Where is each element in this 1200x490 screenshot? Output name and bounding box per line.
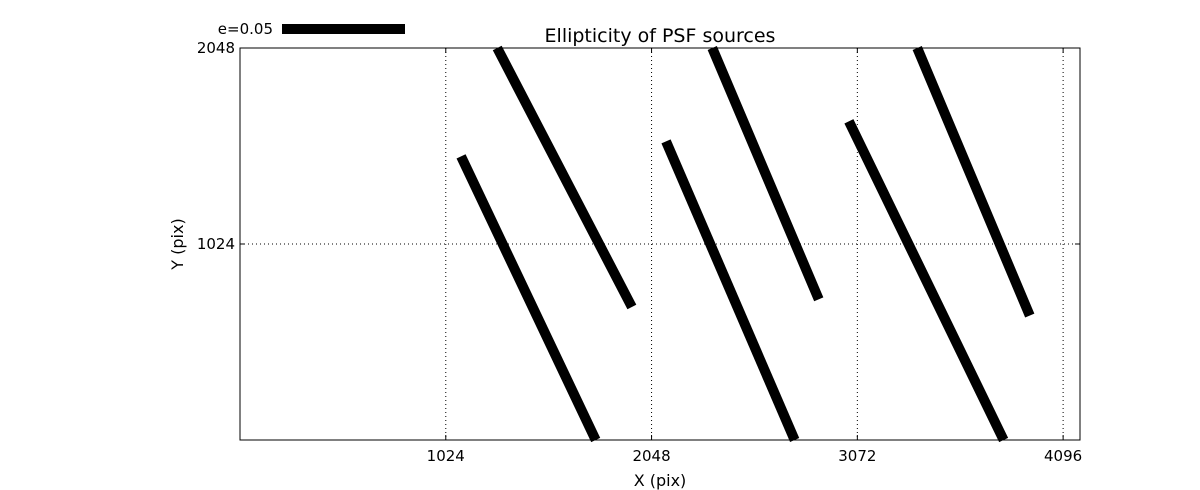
ellipticity-segment [492, 45, 637, 310]
x-axis-label: X (pix) [634, 471, 687, 490]
ellipticity-segment [912, 46, 1035, 318]
axis-ticks: 1024 2048 3072 4096 1024 2048 [197, 39, 1082, 465]
ellipticity-segment [661, 139, 800, 442]
ellipticity-segments [456, 45, 1035, 443]
y-tick-label: 2048 [197, 39, 235, 57]
x-tick-label: 1024 [427, 447, 465, 465]
x-tick-label: 3072 [838, 447, 876, 465]
x-tick-label: 4096 [1044, 447, 1082, 465]
chart-title: Ellipticity of PSF sources [545, 25, 776, 47]
x-tick-label: 2048 [632, 447, 670, 465]
y-tick-label: 1024 [197, 235, 235, 253]
legend-label: e=0.05 [218, 20, 273, 38]
ellipticity-segment [707, 46, 824, 302]
y-axis-label: Y (pix) [168, 218, 187, 270]
scale-legend: e=0.05 [218, 20, 405, 38]
ellipticity-segment [844, 119, 1009, 443]
ellipticity-segment [456, 154, 601, 443]
grid-lines [240, 47, 1080, 440]
